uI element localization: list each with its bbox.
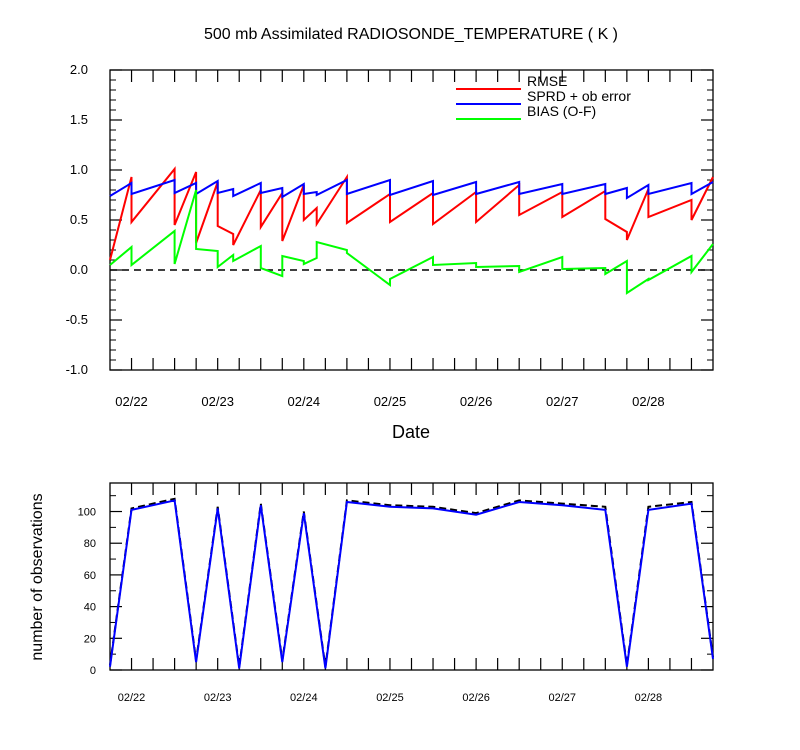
x-tick-label: 02/22: [115, 394, 148, 409]
y-tick-label: -1.0: [66, 362, 88, 377]
top-chart: 500 mb Assimilated RADIOSONDE_TEMPERATUR…: [66, 26, 714, 442]
x-tick-label: 02/26: [460, 394, 493, 409]
y-tick-label: 80: [84, 538, 96, 550]
x-tick-label: 02/26: [462, 692, 490, 704]
x-tick-label: 02/25: [376, 692, 404, 704]
legend-label-sprd-ob-error: SPRD + ob error: [527, 88, 631, 104]
y-tick-label: 0.5: [70, 212, 88, 227]
x-tick-label: 02/24: [290, 692, 318, 704]
x-tick-label: 02/28: [632, 394, 665, 409]
y-tick-label: 1.0: [70, 162, 88, 177]
y-tick-label: 0.0: [70, 262, 88, 277]
x-tick-label: 02/27: [546, 394, 579, 409]
x-tick-label: 02/28: [635, 692, 663, 704]
series-line-sprd-ob-error: [109, 178, 714, 200]
y-tick-label: 20: [84, 633, 96, 645]
bottom-chart: number of observations 02/22 02/23 02/24 02…: [29, 482, 714, 704]
y-tick-label: 0: [90, 665, 96, 677]
legend-label-bias-o-f: BIAS (O-F): [527, 103, 596, 119]
x-tick-label: 02/23: [204, 692, 232, 704]
x-tick-label: 02/25: [374, 394, 407, 409]
legend-label-rmse: RMSE: [527, 73, 567, 89]
x-tick-label: 02/22: [118, 692, 146, 704]
x-tick-label: 02/27: [548, 692, 576, 704]
x-tick-label: 02/23: [201, 394, 234, 409]
y-axis-label: number of observations: [29, 493, 46, 660]
plot-frame: [109, 69, 714, 371]
series-line-assimilated: [109, 499, 714, 669]
y-tick-label: 2.0: [70, 62, 88, 77]
x-axis-label: Date: [392, 422, 430, 442]
y-tick-label: 1.5: [70, 112, 88, 127]
series-line-bias-o-f: [109, 189, 714, 295]
chart-title: 500 mb Assimilated RADIOSONDE_TEMPERATUR…: [204, 26, 618, 43]
y-tick-label: 60: [84, 570, 96, 582]
x-tick-label: 02/24: [288, 394, 321, 409]
series-line-rmse: [109, 166, 714, 261]
y-tick-label: 100: [78, 507, 96, 519]
y-tick-label: -0.5: [66, 312, 88, 327]
y-tick-label: 40: [84, 602, 96, 614]
